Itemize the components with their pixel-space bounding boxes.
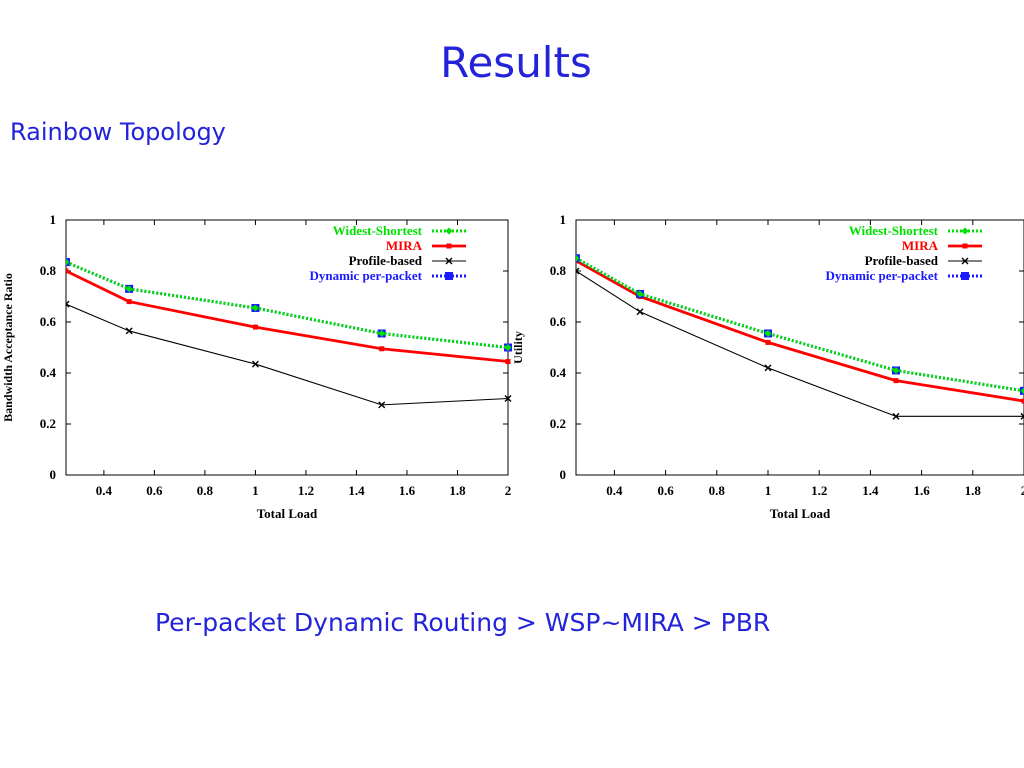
- series-mira: [66, 268, 511, 365]
- data-point-profile-based: [125, 327, 133, 335]
- y-tick-label: 0.6: [40, 314, 57, 329]
- plot-frame: [65, 219, 509, 476]
- y-tick-label: 0: [50, 467, 57, 482]
- data-point-profile-based: [504, 395, 512, 402]
- legend-swatch-marker: [445, 272, 453, 280]
- legend-swatch-marker: [445, 257, 453, 265]
- series-profile-based: [66, 300, 512, 409]
- data-point-profile-based: [636, 308, 644, 316]
- data-point-mira: [765, 339, 771, 345]
- x-tick-label: 0.8: [197, 483, 214, 498]
- x-axis-label: Total Load: [257, 506, 318, 521]
- x-tick-label: 1.2: [811, 483, 827, 498]
- data-point-mira: [66, 268, 69, 274]
- data-point-profile-based: [892, 412, 900, 420]
- x-tick-label: 1: [252, 483, 259, 498]
- series-widest-shortest: [66, 258, 512, 351]
- data-point-mira: [379, 346, 385, 352]
- series-widest-shortest: [576, 254, 1024, 395]
- legend-swatch-marker: [961, 272, 969, 280]
- legend-label: MIRA: [386, 238, 423, 253]
- data-point-profile-based: [1020, 412, 1024, 420]
- x-tick-label: 2: [1021, 483, 1024, 498]
- y-tick-label: 0.2: [40, 416, 56, 431]
- legend-swatch-marker: [961, 227, 969, 235]
- y-tick-label: 1: [50, 212, 57, 227]
- series-line-mira: [66, 269, 509, 363]
- x-tick-label: 1.6: [399, 483, 416, 498]
- legend-label: Widest-Shortest: [333, 223, 423, 238]
- series-profile-based: [576, 267, 1024, 420]
- y-tick-label: 0.8: [550, 263, 567, 278]
- data-point-mira: [252, 324, 258, 330]
- x-tick-label: 1.4: [862, 483, 879, 498]
- data-point-widest-shortest: [378, 329, 386, 337]
- series-line-widest-shortest: [576, 256, 1024, 393]
- data-point-mira: [126, 299, 132, 305]
- utility-chart: 0 0.2 0.4 0.6 0.8 1 0.4 0.6 0.8 1 1.2 1.4 1.6 1.8 2 Tot…: [511, 212, 1024, 521]
- y-tick-label: 0.4: [550, 365, 567, 380]
- data-point-profile-based: [251, 360, 259, 368]
- x-tick-label: 0.4: [606, 483, 623, 498]
- data-point-mira: [893, 378, 899, 384]
- legend-label: MIRA: [902, 238, 939, 253]
- data-point-mira: [1021, 398, 1024, 404]
- legend-label: Dynamic per-packet: [825, 268, 938, 283]
- x-tick-label: 1.2: [298, 483, 314, 498]
- series-mira: [576, 258, 1024, 404]
- data-point-widest-shortest: [636, 290, 644, 298]
- data-point-widest-shortest: [504, 344, 512, 351]
- data-point-profile-based: [576, 267, 580, 275]
- legend-swatch-marker: [446, 243, 452, 249]
- x-tick-label: 1.8: [449, 483, 466, 498]
- x-tick-label: 0.6: [657, 483, 674, 498]
- legend-label: Dynamic per-packet: [309, 268, 422, 283]
- data-point-mira: [505, 359, 511, 365]
- data-point-widest-shortest: [764, 329, 772, 337]
- legend-label: Widest-Shortest: [849, 223, 939, 238]
- y-axis-label: Bandwidth Acceptance Ratio: [1, 273, 15, 422]
- legend-swatch-marker: [961, 257, 969, 265]
- x-axis-label: Total Load: [770, 506, 831, 521]
- y-tick-label: 0: [560, 467, 567, 482]
- y-tick-label: 0.4: [40, 365, 57, 380]
- y-tick-label: 0.8: [40, 263, 57, 278]
- x-tick-label: 0.4: [96, 483, 113, 498]
- plot-frame: [575, 219, 1024, 476]
- bandwidth-acceptance-chart: 0 0.2 0.4 0.6 0.8 1 0.4 0.6 0.8 1 1.2 1.4 1.6 1.8 2 Tot…: [1, 212, 512, 521]
- slide-subtitle: Rainbow Topology: [10, 118, 226, 146]
- legend-swatch-marker: [445, 227, 453, 235]
- conclusion-text: Per-packet Dynamic Routing > WSP~MIRA > …: [155, 608, 771, 637]
- data-point-widest-shortest: [892, 366, 900, 374]
- data-point-widest-shortest: [1020, 387, 1024, 395]
- x-tick-label: 1.4: [348, 483, 365, 498]
- y-axis-label: Utility: [511, 331, 525, 364]
- series-dynamic-per-packet: [66, 258, 512, 352]
- x-tick-label: 1: [765, 483, 772, 498]
- data-point-profile-based: [378, 401, 386, 409]
- x-tick-label: 0.6: [146, 483, 163, 498]
- data-point-widest-shortest: [66, 258, 70, 266]
- x-tick-label: 1.6: [913, 483, 930, 498]
- data-point-widest-shortest: [251, 304, 259, 312]
- legend-label: Profile-based: [865, 253, 939, 268]
- data-point-widest-shortest: [576, 254, 580, 262]
- x-tick-label: 2: [505, 483, 512, 498]
- series-line-dynamic-per-packet: [576, 256, 1024, 393]
- data-point-widest-shortest: [125, 285, 133, 293]
- y-tick-label: 1: [560, 212, 567, 227]
- y-tick-label: 0.2: [550, 416, 566, 431]
- legend-swatch-marker: [962, 243, 968, 249]
- data-point-profile-based: [764, 364, 772, 372]
- legend-label: Profile-based: [349, 253, 423, 268]
- data-point-profile-based: [66, 300, 70, 308]
- y-tick-label: 0.6: [550, 314, 567, 329]
- x-tick-label: 0.8: [709, 483, 726, 498]
- slide-title: Results: [440, 38, 592, 87]
- x-tick-label: 1.8: [965, 483, 982, 498]
